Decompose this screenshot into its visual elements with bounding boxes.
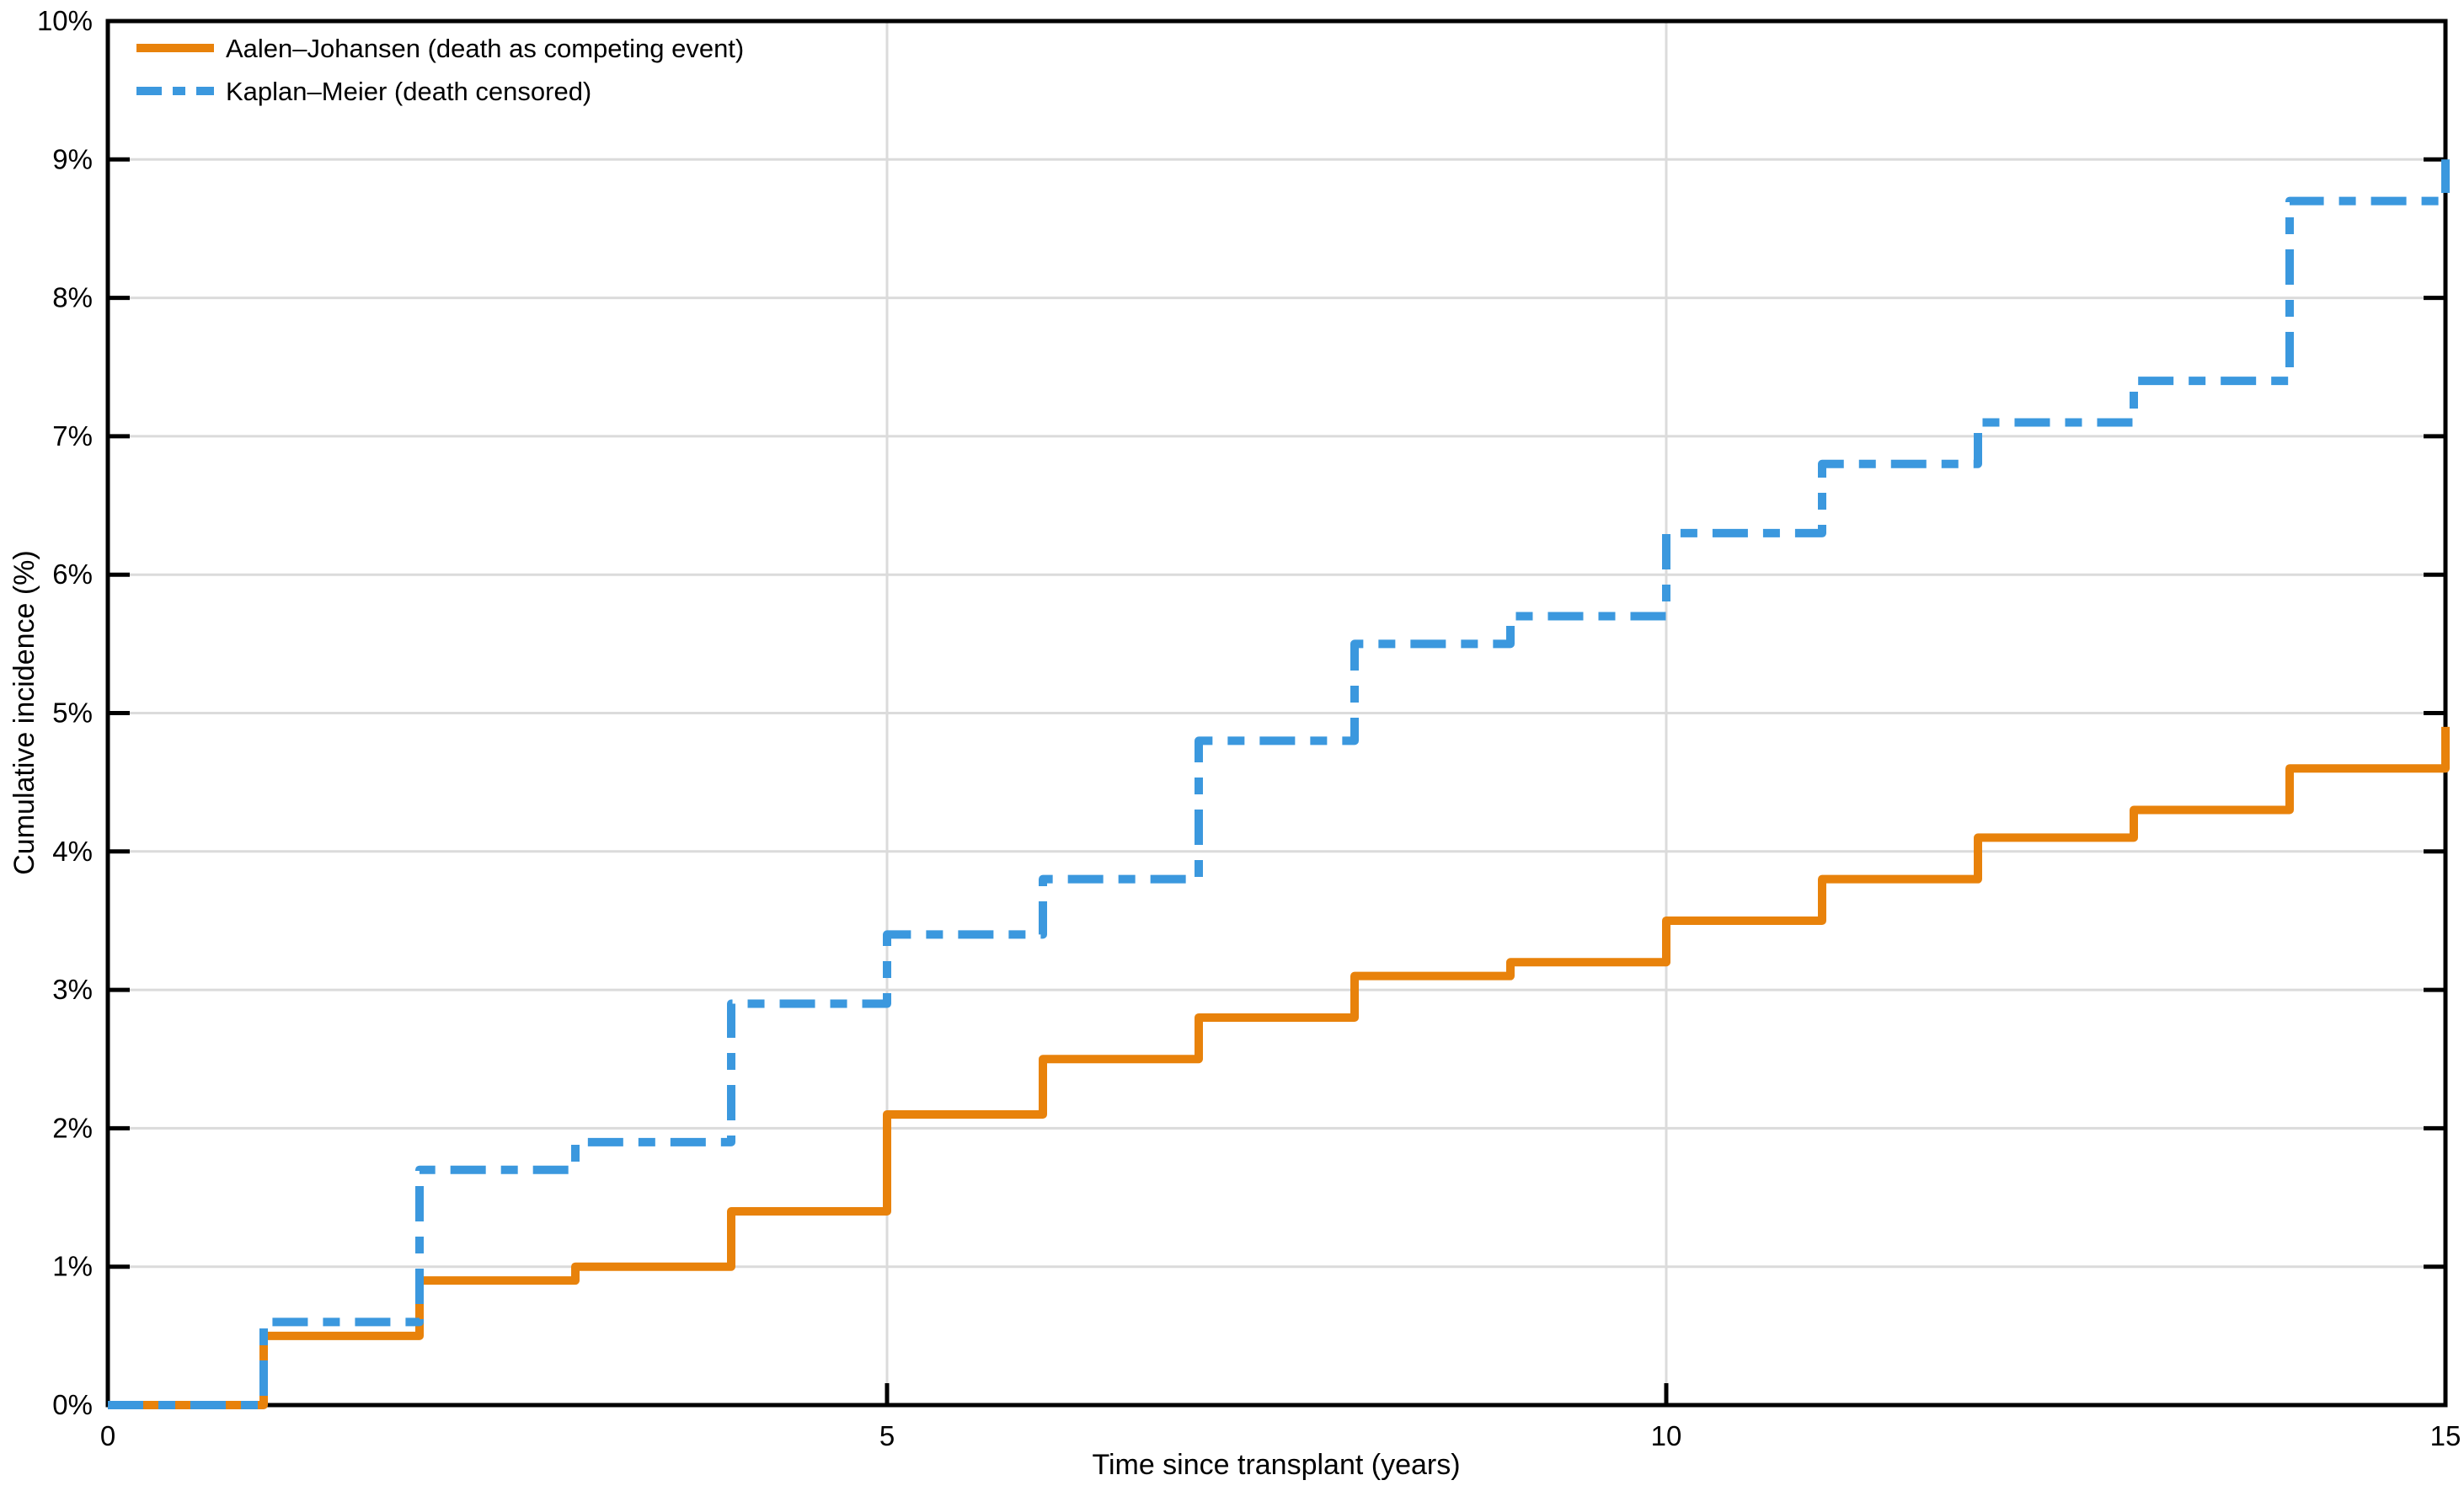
y-axis-title: Cumulative incidence (%): [8, 550, 40, 875]
x-tick-label-0: 0: [100, 1420, 115, 1451]
series-curve-kaplan-meier: [108, 159, 2450, 1409]
legend: Aalen–Johansen (death as competing event…: [136, 34, 744, 106]
legend-label-kaplan-meier: Kaplan–Meier (death censored): [226, 77, 591, 106]
y-tick-label-4%: 4%: [52, 836, 93, 867]
data-series: [108, 159, 2450, 1409]
y-tick-label-9%: 9%: [52, 143, 93, 174]
y-tick-label-2%: 2%: [52, 1112, 93, 1143]
x-tick-label-15: 15: [2430, 1420, 2461, 1451]
x-tick-label-5: 5: [879, 1420, 895, 1451]
legend-item-aalen-johansen: Aalen–Johansen (death as competing event…: [136, 34, 744, 63]
y-tick-label-0%: 0%: [52, 1389, 93, 1420]
y-tick-label-7%: 7%: [52, 420, 93, 452]
y-tick-label-1%: 1%: [52, 1251, 93, 1282]
legend-item-kaplan-meier: Kaplan–Meier (death censored): [136, 77, 591, 106]
x-axis-title: Time since transplant (years): [1092, 1449, 1460, 1481]
y-tick-label-3%: 3%: [52, 974, 93, 1005]
y-tick-label-5%: 5%: [52, 697, 93, 729]
y-tick-label-8%: 8%: [52, 282, 93, 313]
y-tick-label-10%: 10%: [37, 5, 93, 36]
legend-label-aalen-johansen: Aalen–Johansen (death as competing event…: [226, 34, 744, 63]
grid-lines: [108, 21, 2445, 1405]
series-curve-aalen-johansen: [108, 726, 2450, 1409]
y-tick-label-6%: 6%: [52, 558, 93, 590]
tick-labels: 0 5 10 15 0% 1% 2% 3% 4% 5% 6% 7% 8% 9% 10%: [37, 5, 2461, 1451]
x-tick-label-10: 10: [1651, 1420, 1682, 1451]
